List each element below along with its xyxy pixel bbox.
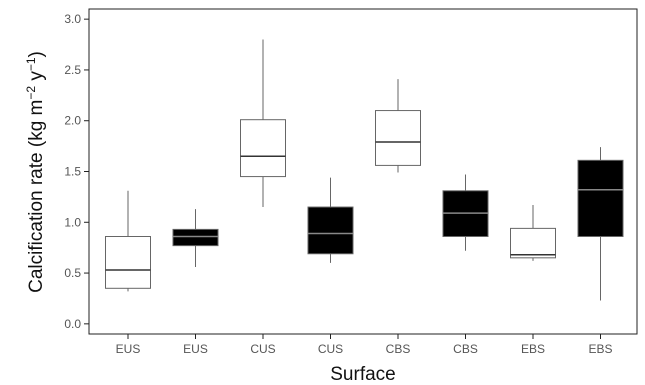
x-tick-label: EBS (521, 342, 545, 356)
x-tick-label: CBS (453, 342, 478, 356)
y-axis-title-mid: y (26, 71, 47, 86)
x-tick-label: EBS (588, 342, 612, 356)
y-tick-label: 3.0 (64, 12, 81, 26)
box-3 (240, 39, 286, 208)
x-axis: EUS EUS CUS CUS CBS CBS EBS EBS (116, 334, 613, 356)
y-axis-title-main: Calcification rate (kg m (26, 100, 47, 293)
x-tick-label: EUS (116, 342, 141, 356)
box-1 (105, 190, 151, 292)
box-body (105, 236, 151, 289)
box-body (510, 227, 556, 259)
box-2 (172, 209, 219, 267)
x-tick-label: CUS (250, 342, 275, 356)
y-axis-title-exponent-1: −2 (24, 86, 38, 100)
box-6 (442, 174, 489, 251)
y-tick-label: 0.5 (64, 266, 81, 280)
box-body (240, 119, 286, 178)
box-body (172, 228, 219, 247)
y-tick-label: 2.0 (64, 114, 81, 128)
y-tick-label: 2.5 (64, 63, 81, 77)
box-body (307, 206, 354, 255)
y-tick-label: 1.5 (64, 165, 81, 179)
y-axis: 0.0 0.5 1.0 1.5 2.0 2.5 3.0 (64, 12, 89, 331)
y-axis-title-exponent-2: −1 (24, 57, 38, 71)
box-7 (510, 205, 556, 261)
box-body (577, 159, 624, 237)
box-series (105, 39, 624, 301)
box-body (375, 110, 421, 166)
x-tick-label: CUS (318, 342, 343, 356)
box-5 (375, 79, 421, 173)
box-4 (307, 177, 354, 263)
x-tick-label: EUS (183, 342, 208, 356)
y-axis-title: Calcification rate (kg m−2 y−1) (24, 51, 47, 293)
x-tick-label: CBS (386, 342, 411, 356)
x-axis-title: Surface (330, 364, 395, 385)
box-8 (577, 147, 624, 301)
y-tick-label: 0.0 (64, 317, 81, 331)
y-tick-label: 1.0 (64, 215, 81, 229)
plot-frame (88, 8, 638, 335)
y-axis-title-end: ) (26, 51, 47, 57)
